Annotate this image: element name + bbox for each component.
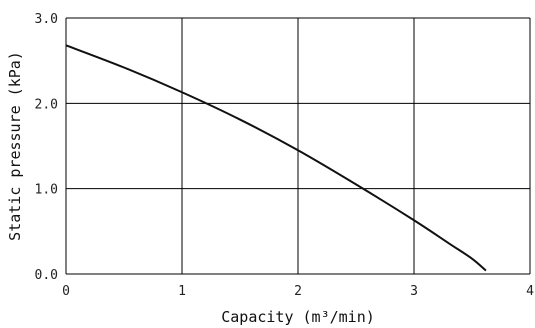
x-tick-label: 2: [294, 284, 302, 299]
tick-labels: 0 1 2 3 4 0.0 1.0 2.0 3.0: [35, 12, 535, 299]
y-axis-label: Static pressure (kPa): [6, 51, 24, 241]
y-tick-label: 0.0: [35, 268, 58, 283]
series-line: [65, 44, 487, 272]
y-tick-label: 1.0: [35, 183, 58, 198]
x-tick-label: 4: [526, 284, 534, 299]
series-group: [65, 44, 487, 272]
y-tick-label: 2.0: [35, 97, 58, 112]
y-tick-label: 3.0: [35, 12, 58, 27]
x-tick-label: 1: [178, 284, 186, 299]
x-tick-label: 3: [410, 284, 418, 299]
grid: [65, 17, 531, 275]
x-tick-label: 0: [62, 284, 70, 299]
x-axis-label: Capacity (m³/min): [221, 308, 375, 326]
